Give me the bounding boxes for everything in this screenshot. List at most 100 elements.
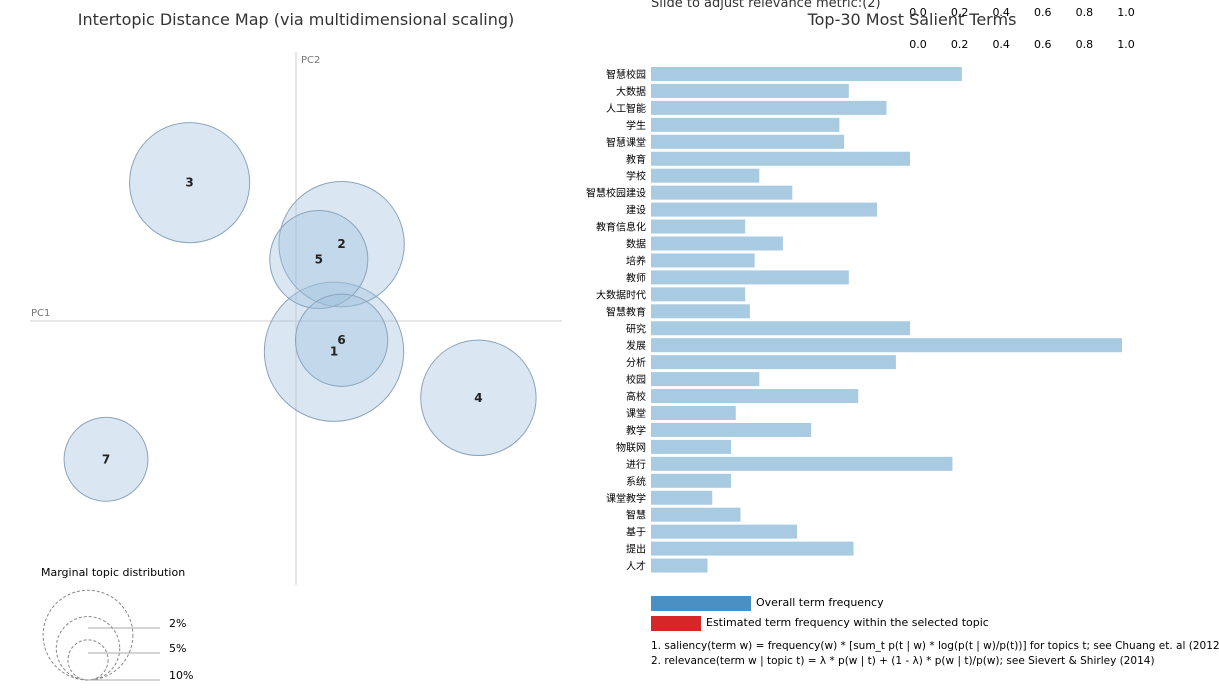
term-label-3[interactable]: 学生: [626, 119, 646, 132]
bar-x-tick-0.8: 0.8: [1076, 38, 1094, 51]
topic-label-7: 7: [102, 452, 110, 466]
term-label-14[interactable]: 智慧教育: [606, 305, 646, 318]
term-bar-1[interactable]: [651, 83, 849, 98]
topic-circle-4[interactable]: [420, 339, 537, 457]
term-label-24[interactable]: 系统: [626, 475, 646, 488]
term-bar-18[interactable]: [651, 372, 760, 387]
term-bar-17[interactable]: [651, 355, 896, 370]
topic-label-1: 1: [330, 345, 338, 359]
term-label-4[interactable]: 智慧课堂: [606, 136, 646, 149]
term-label-17[interactable]: 分析: [626, 356, 646, 369]
term-label-12[interactable]: 教师: [626, 271, 646, 284]
bar-x-tick-0.0: 0.0: [909, 38, 927, 51]
term-bar-24[interactable]: [651, 473, 732, 488]
marginal-legend-label-5: 5%: [169, 642, 186, 655]
term-label-27[interactable]: 基于: [626, 526, 646, 539]
relevance-slider-ticks[interactable]: 0.0 0.2 0.4 0.6 0.8 1.0: [909, 6, 1135, 19]
topic-circle-7[interactable]: [63, 416, 149, 502]
term-bar-25[interactable]: [651, 490, 713, 505]
term-bar-26[interactable]: [651, 507, 741, 522]
term-bar-21[interactable]: [651, 422, 812, 437]
term-label-23[interactable]: 进行: [626, 458, 646, 471]
marginal-legend-circle-5: [55, 616, 121, 681]
term-label-29[interactable]: 人才: [626, 560, 646, 573]
term-bar-0[interactable]: [651, 67, 962, 81]
term-bar-4[interactable]: [651, 134, 845, 149]
intertopic-map-title: Intertopic Distance Map (via multidimens…: [78, 10, 515, 29]
term-bar-27[interactable]: [651, 524, 798, 539]
term-bar-5[interactable]: [651, 151, 911, 166]
term-bar-15[interactable]: [651, 321, 911, 336]
term-bar-16[interactable]: [651, 338, 1122, 353]
relevance-slider-label: Slide to adjust relevance metric:(2): [651, 0, 881, 11]
term-label-2[interactable]: 人工智能: [606, 102, 646, 115]
term-bar-10[interactable]: [651, 236, 783, 251]
bar-x-tick-0.4: 0.4: [992, 38, 1010, 51]
term-label-6[interactable]: 学校: [626, 170, 646, 183]
topic-circle-6[interactable]: [294, 293, 389, 387]
term-bar-12[interactable]: [651, 270, 849, 285]
bar-chart-x-axis: 0.0 0.2 0.4 0.6 0.8 1.0: [909, 38, 1135, 51]
term-bar-23[interactable]: [651, 456, 953, 471]
term-label-9[interactable]: 教育信息化: [596, 221, 646, 234]
term-label-19[interactable]: 高校: [626, 390, 646, 403]
term-label-25[interactable]: 课堂教学: [606, 492, 646, 505]
term-label-11[interactable]: 培养: [626, 254, 646, 267]
topic-circle-2[interactable]: [278, 180, 405, 308]
slider-tick-0.0[interactable]: 0.0: [909, 6, 927, 19]
term-bar-8[interactable]: [651, 202, 878, 217]
term-bar-11[interactable]: [651, 253, 755, 268]
topic-label-3: 3: [185, 176, 193, 190]
salient-term-labels[interactable]: 智慧校园大数据人工智能学生智慧课堂教育学校智慧校园建设建设教育信息化数据培养教师…: [586, 68, 646, 573]
term-bar-6[interactable]: [651, 168, 760, 183]
term-label-8[interactable]: 建设: [626, 204, 646, 217]
term-bar-13[interactable]: [651, 287, 746, 302]
slider-tick-1.0[interactable]: 1.0: [1117, 6, 1135, 19]
term-bar-7[interactable]: [651, 185, 793, 200]
term-label-28[interactable]: 提出: [626, 543, 646, 556]
marginal-legend-label-10: 10%: [169, 669, 193, 682]
term-label-5[interactable]: 教育: [626, 153, 646, 166]
marginal-legend-title: Marginal topic distribution: [41, 566, 185, 579]
term-label-22[interactable]: 物联网: [616, 441, 646, 454]
term-label-21[interactable]: 教学: [626, 424, 646, 437]
topic-circle-5[interactable]: [269, 209, 369, 310]
term-bar-19[interactable]: [651, 389, 859, 404]
term-label-1[interactable]: 大数据: [616, 85, 646, 98]
term-bar-22[interactable]: [651, 439, 732, 454]
slider-tick-0.4[interactable]: 0.4: [992, 6, 1010, 19]
term-label-26[interactable]: 智慧: [626, 509, 646, 522]
term-bar-29[interactable]: [651, 558, 708, 573]
term-bar-9[interactable]: [651, 219, 746, 234]
marginal-legend-label-2: 2%: [169, 617, 186, 630]
term-label-10[interactable]: 数据: [626, 238, 646, 251]
topic-circles[interactable]: [63, 122, 537, 502]
slider-tick-0.8[interactable]: 0.8: [1076, 6, 1094, 19]
term-label-7[interactable]: 智慧校园建设: [586, 187, 646, 200]
term-bar-2[interactable]: [651, 100, 887, 115]
marginal-legend-circle-2: [67, 639, 109, 681]
topic-label-5: 5: [315, 253, 323, 267]
estimated-frequency-swatch: [651, 616, 701, 631]
term-label-20[interactable]: 课堂: [626, 408, 646, 420]
term-label-0[interactable]: 智慧校园: [606, 68, 646, 81]
slider-tick-0.2[interactable]: 0.2: [951, 6, 969, 19]
salient-term-bars[interactable]: [651, 67, 1122, 573]
estimated-frequency-label: Estimated term frequency within the sele…: [706, 616, 989, 629]
slider-tick-0.6[interactable]: 0.6: [1034, 6, 1052, 19]
overall-frequency-swatch: [651, 596, 751, 611]
term-label-16[interactable]: 发展: [626, 339, 646, 352]
marginal-legend: 2% 5% 10%: [42, 589, 193, 682]
topic-circle-1[interactable]: [263, 281, 405, 422]
term-label-13[interactable]: 大数据时代: [596, 288, 646, 301]
marginal-legend-circle-10: [42, 589, 134, 681]
term-bar-14[interactable]: [651, 304, 750, 319]
term-bar-28[interactable]: [651, 541, 854, 556]
term-bar-3[interactable]: [651, 117, 840, 132]
pc1-axis-label: PC1: [31, 308, 50, 319]
term-label-18[interactable]: 校园: [626, 373, 646, 386]
term-bar-20[interactable]: [651, 406, 736, 420]
term-label-15[interactable]: 研究: [626, 322, 646, 335]
topic-circle-3[interactable]: [129, 122, 251, 244]
